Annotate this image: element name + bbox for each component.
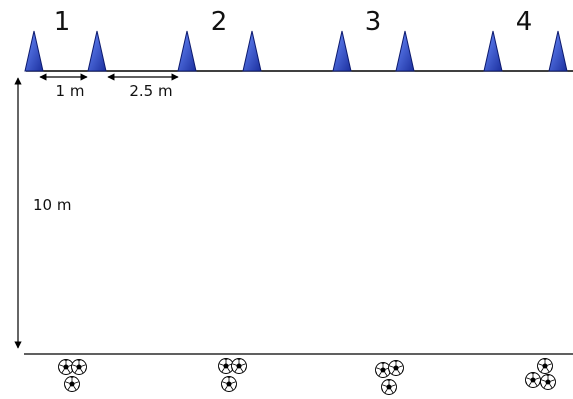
gap-small-label: 1 m [56,82,85,100]
cone-icon [177,30,197,72]
gap-large-label: 2.5 m [129,82,172,100]
soccer-ball-icon [71,359,87,375]
soccer-ball-icon [388,360,404,376]
cones [24,30,568,72]
gate-number-4: 4 [516,7,533,37]
ball-group-4 [525,358,556,390]
soccer-ball-icon [231,358,247,374]
soccer-ball-icon [64,376,80,392]
gate-number-2: 2 [211,7,228,37]
distance-label: 10 m [33,196,71,214]
soccer-ball-icon [525,372,541,388]
cone-icon [87,30,107,72]
soccer-ball-icon [381,379,397,395]
cone-icon [24,30,44,72]
ball-group-3 [375,360,404,395]
cone-icon [548,30,568,72]
gate-number-3: 3 [365,7,382,37]
soccer-ball-icon [540,374,556,390]
soccer-ball-icon [221,376,237,392]
ball-group-2 [218,358,247,392]
cone-icon [242,30,262,72]
gate-number-1: 1 [54,7,71,37]
cone-icon [483,30,503,72]
cone-icon [332,30,352,72]
soccer-ball-icon [375,362,391,378]
cone-icon [395,30,415,72]
soccer-ball-icon [537,358,553,374]
ball-group-1 [58,359,87,392]
